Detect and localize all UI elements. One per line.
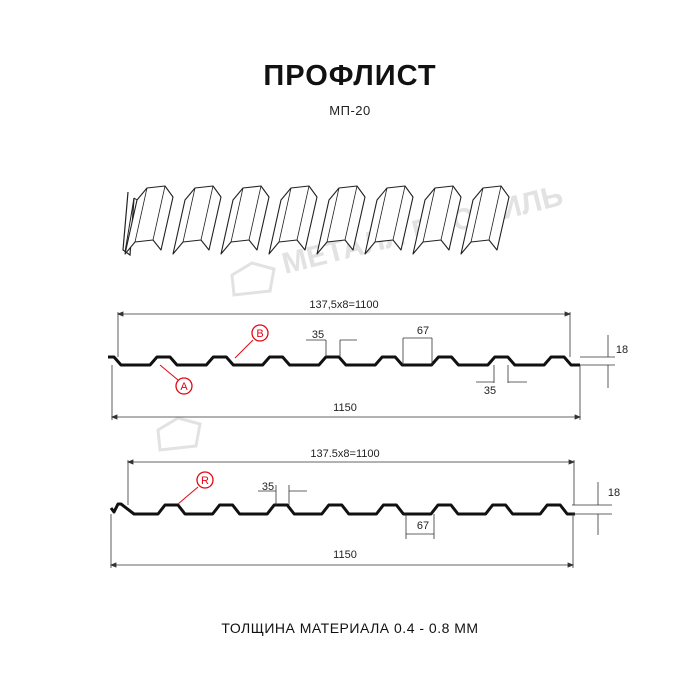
sheet-rib xyxy=(412,185,462,255)
arrow xyxy=(567,562,575,568)
rib-edge xyxy=(278,187,292,243)
rib-edge xyxy=(374,187,388,243)
sheet-edge xyxy=(124,197,138,253)
rib-edge xyxy=(182,187,196,243)
span-label-a: 137,5x8=1100 xyxy=(309,299,378,311)
sheet-rib xyxy=(124,185,174,255)
profile-b-section xyxy=(109,502,575,516)
rib-edge xyxy=(296,185,310,241)
rib-edge xyxy=(134,187,148,243)
watermark-logo-icon xyxy=(230,261,276,297)
rib-edge xyxy=(344,185,358,241)
sheet-rib xyxy=(220,185,270,255)
arrow xyxy=(109,562,117,568)
profile-b-dimensions xyxy=(109,459,612,568)
watermark-logo: МЕТАЛЛ ПРОФИЛЬ xyxy=(156,179,566,452)
model-label: МП-20 xyxy=(329,103,371,118)
page-title: ПРОФЛИСТ xyxy=(263,60,437,92)
profile-a-dimensions xyxy=(110,311,615,420)
marker-r: R xyxy=(177,471,214,505)
arrow xyxy=(110,414,118,420)
rib-edge xyxy=(422,187,436,243)
material-thickness: ТОЛЩИНА МАТЕРИАЛА 0.4 - 0.8 ММ xyxy=(221,620,479,636)
profile-a-section xyxy=(108,355,580,367)
svg-text:R: R xyxy=(201,475,209,487)
profile-a-line xyxy=(108,355,580,367)
watermark-logo-icon xyxy=(156,416,202,452)
sheet-3d-view xyxy=(122,185,510,257)
sheet-rib xyxy=(460,185,510,255)
total-label-a: 1150 xyxy=(333,402,357,414)
marker-a: A xyxy=(159,364,193,395)
rib-edge xyxy=(152,185,166,241)
rib-edge xyxy=(470,187,484,243)
svg-text:B: B xyxy=(256,328,263,340)
rib-edge xyxy=(248,185,262,241)
span-label-b: 137.5x8=1100 xyxy=(310,448,379,460)
rib-edge xyxy=(200,185,214,241)
rib-gap-label-b: 67 xyxy=(417,520,429,532)
rib-top-label-b: 35 xyxy=(262,481,274,493)
rib-edge xyxy=(440,185,454,241)
total-label-b: 1150 xyxy=(333,549,357,561)
profile-b-line xyxy=(109,502,575,516)
arrow xyxy=(574,414,582,420)
arrow xyxy=(116,311,124,317)
rib-edge xyxy=(392,185,406,241)
rib-edge xyxy=(488,185,502,241)
marker-b: B xyxy=(234,324,269,359)
height-label-b: 18 xyxy=(608,487,620,499)
rib-top-label-a: 35 xyxy=(312,329,324,341)
sheet-rib xyxy=(172,185,222,255)
arrow xyxy=(126,459,134,465)
rib-gap-label-a: 67 xyxy=(417,325,429,337)
svg-text:A: A xyxy=(180,381,188,393)
rib-edge xyxy=(230,187,244,243)
rib-edge xyxy=(326,187,340,243)
height-label-a: 18 xyxy=(616,344,628,356)
arrow xyxy=(568,459,576,465)
rib-bottom-label-a: 35 xyxy=(484,385,496,397)
arrow xyxy=(564,311,572,317)
